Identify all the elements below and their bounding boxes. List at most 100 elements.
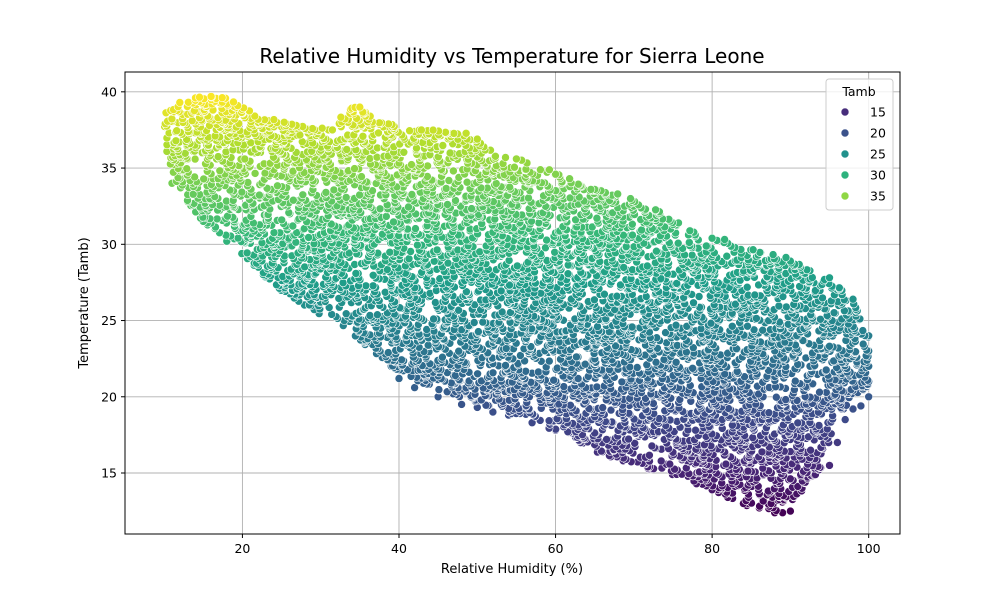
data-point xyxy=(688,363,697,373)
data-point xyxy=(612,291,622,301)
data-point xyxy=(687,250,697,260)
data-point xyxy=(534,367,543,377)
data-point xyxy=(652,246,661,256)
data-point xyxy=(628,230,637,240)
data-point xyxy=(233,233,243,243)
data-point xyxy=(656,456,666,466)
data-point xyxy=(647,441,657,451)
data-point xyxy=(694,292,704,301)
data-point xyxy=(549,375,559,385)
data-point xyxy=(242,248,252,258)
data-point xyxy=(602,435,611,444)
data-point xyxy=(504,256,514,265)
data-point xyxy=(389,217,398,227)
data-point xyxy=(627,322,637,332)
data-point xyxy=(544,356,554,366)
data-point xyxy=(720,235,729,244)
data-point xyxy=(757,447,767,457)
data-point xyxy=(338,278,348,288)
data-point xyxy=(544,416,554,426)
data-point xyxy=(752,314,761,323)
data-point xyxy=(593,322,602,331)
data-point xyxy=(771,392,781,402)
data-point xyxy=(786,506,795,516)
data-point xyxy=(474,327,483,336)
data-point xyxy=(856,401,866,411)
data-point xyxy=(743,466,753,476)
data-point xyxy=(701,241,711,251)
data-point xyxy=(637,225,646,235)
data-point xyxy=(277,215,287,225)
data-point xyxy=(748,433,758,442)
data-point xyxy=(559,382,569,391)
data-point xyxy=(394,374,404,383)
data-point xyxy=(212,214,222,224)
data-point xyxy=(300,262,310,272)
data-point xyxy=(341,309,351,319)
data-point xyxy=(806,445,815,455)
data-point xyxy=(469,318,479,327)
data-point xyxy=(473,369,482,379)
data-point xyxy=(829,308,839,318)
data-point xyxy=(619,263,629,272)
chart-title: Relative Humidity vs Temperature for Sie… xyxy=(259,44,764,68)
data-point xyxy=(673,238,683,248)
data-point xyxy=(727,321,737,331)
data-point xyxy=(858,339,868,349)
data-point xyxy=(774,301,784,311)
data-point xyxy=(598,403,608,412)
data-point xyxy=(385,248,395,257)
data-point xyxy=(721,459,731,469)
data-point xyxy=(685,226,695,236)
data-point xyxy=(864,392,874,402)
data-point xyxy=(785,474,795,484)
data-point xyxy=(432,245,442,255)
data-point xyxy=(707,233,717,243)
data-point xyxy=(304,233,313,242)
data-point xyxy=(821,365,831,375)
data-point xyxy=(512,261,522,271)
data-point xyxy=(834,283,844,293)
data-point xyxy=(790,376,800,386)
data-point xyxy=(381,212,391,221)
data-point xyxy=(848,404,858,414)
data-point xyxy=(563,269,573,279)
data-point xyxy=(848,294,858,304)
data-point xyxy=(689,298,698,308)
data-point xyxy=(269,228,279,237)
data-point xyxy=(684,238,694,247)
data-point xyxy=(781,253,791,262)
data-point xyxy=(606,405,616,415)
data-point xyxy=(630,438,640,448)
data-point xyxy=(404,254,414,264)
data-point xyxy=(665,459,675,469)
data-point xyxy=(592,213,602,223)
data-point xyxy=(814,421,824,430)
data-point xyxy=(748,245,758,254)
data-point xyxy=(722,251,732,261)
data-point xyxy=(368,281,378,291)
data-point xyxy=(550,248,560,257)
data-point xyxy=(642,261,652,271)
data-point xyxy=(758,496,768,506)
data-point xyxy=(815,387,824,397)
data-point xyxy=(411,224,420,233)
data-point xyxy=(742,282,752,292)
data-point xyxy=(521,366,531,376)
data-point xyxy=(632,363,642,372)
data-point xyxy=(750,290,760,300)
data-point xyxy=(781,395,791,404)
data-point xyxy=(383,348,393,357)
data-point xyxy=(825,273,834,283)
data-point xyxy=(351,269,361,278)
data-point xyxy=(592,382,602,392)
data-point xyxy=(768,250,778,259)
data-point xyxy=(764,408,774,418)
data-point xyxy=(488,407,498,417)
data-point xyxy=(691,425,700,435)
scatter-points xyxy=(160,92,874,518)
data-point xyxy=(825,461,834,470)
data-point xyxy=(580,359,590,369)
data-point xyxy=(624,434,633,444)
